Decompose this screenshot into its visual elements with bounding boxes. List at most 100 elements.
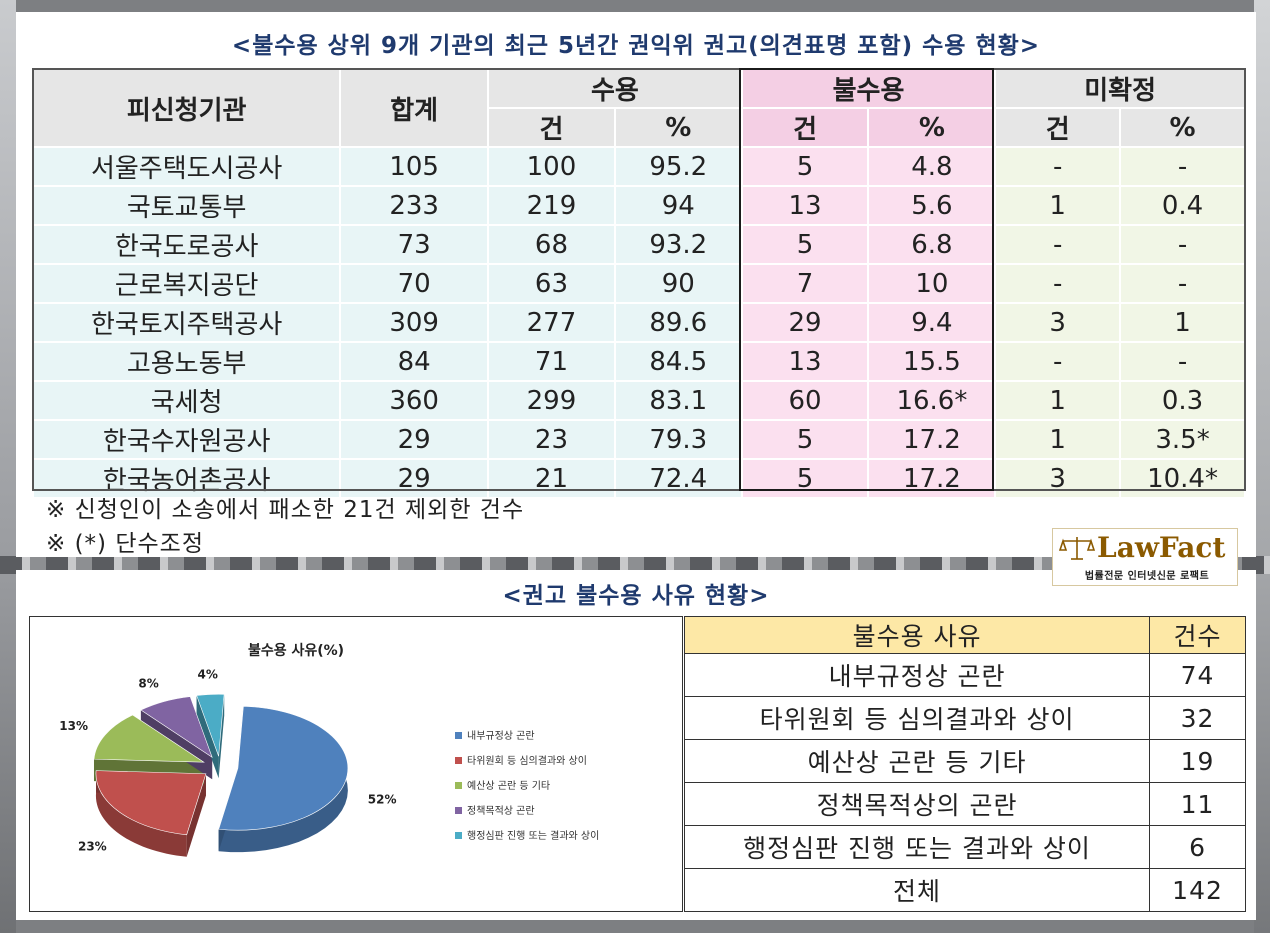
- header-undecided-pct: %: [1119, 107, 1246, 148]
- pie-data-label: 23%: [78, 840, 107, 854]
- cell-total: 309: [339, 302, 490, 343]
- cell-reject-pct: 4.8: [867, 146, 997, 187]
- cell-org: 국세청: [31, 380, 342, 421]
- cell-total: 29: [339, 419, 490, 460]
- cell-reject-pct: 15.5: [867, 341, 997, 382]
- cell-accept-count: 21: [487, 458, 616, 499]
- note-rounding: ※ (*) 단수조정: [46, 531, 204, 557]
- pie-slice-wall: [196, 695, 219, 779]
- reason-row: 행정심판 진행 또는 결과와 상이 6: [683, 825, 1246, 869]
- table-row: 한국토지주택공사 309 277 89.6 29 9.4 3 1: [31, 302, 1246, 343]
- chart-title: 불수용 사유(%): [248, 643, 344, 659]
- cell-accept-count: 63: [487, 263, 616, 304]
- cell-reject-count: 5: [740, 419, 870, 460]
- cell-undecided-count: -: [994, 224, 1122, 265]
- reason-row: 전체 142: [683, 868, 1246, 912]
- reason-cell: 타위원회 등 심의결과와 상이: [683, 696, 1151, 740]
- cell-total: 84: [339, 341, 490, 382]
- cell-accept-pct: 94: [613, 185, 743, 226]
- reason-row: 타위원회 등 심의결과와 상이 32: [683, 696, 1246, 740]
- legend-swatch: [455, 757, 462, 764]
- reason-cell: 내부규정상 곤란: [683, 653, 1151, 697]
- pie-chart-box: 불수용 사유(%) 52% 23% 13% 8% 4% 내부규정상 곤란 타위원회 등 심…: [29, 616, 683, 912]
- header-total: 합계: [339, 68, 490, 148]
- reason-table: 불수용 사유 건수 내부규정상 곤란 74 타위원회 등 심의결과와 상이 32 예산상…: [683, 616, 1246, 912]
- cell-org: 고용노동부: [31, 341, 342, 382]
- cell-undecided-pct: 0.3: [1119, 380, 1246, 421]
- cell-reject-pct: 10: [867, 263, 997, 304]
- cell-accept-pct: 72.4: [613, 458, 743, 499]
- reason-row: 정책목적상의 곤란 11: [683, 782, 1246, 826]
- cell-accept-pct: 79.3: [613, 419, 743, 460]
- cell-accept-count: 68: [487, 224, 616, 265]
- cell-accept-pct: 95.2: [613, 146, 743, 187]
- cell-undecided-pct: 0.4: [1119, 185, 1246, 226]
- cell-reject-count: 60: [740, 380, 870, 421]
- table-row: 한국농어촌공사 29 21 72.4 5 17.2 3 10.4*: [31, 458, 1246, 499]
- cell-undecided-count: 1: [994, 380, 1122, 421]
- cell-undecided-count: 3: [994, 458, 1122, 499]
- lawfact-logo: LawFact 법률전문 인터넷신문 로팩트: [1052, 528, 1238, 586]
- logo-brand: LawFact: [1097, 531, 1226, 564]
- cell-reject-count: 5: [740, 458, 870, 499]
- cell-reject-count: 5: [740, 224, 870, 265]
- header-org: 피신청기관: [31, 68, 342, 148]
- cell-undecided-pct: -: [1119, 263, 1246, 304]
- cell-org: 서울주택도시공사: [31, 146, 342, 187]
- legend-swatch: [455, 832, 462, 839]
- cell-undecided-count: 1: [994, 419, 1122, 460]
- cell-undecided-count: -: [994, 263, 1122, 304]
- cell-reject-pct: 6.8: [867, 224, 997, 265]
- background-photo-left: [0, 0, 16, 933]
- cell-org: 한국도로공사: [31, 224, 342, 265]
- pie-slice-1: [95, 770, 207, 836]
- header-accept: 수용: [487, 68, 743, 109]
- pie-slice-3: [140, 696, 213, 759]
- cell-total: 73: [339, 224, 490, 265]
- cell-reject-count: 29: [740, 302, 870, 343]
- count-cell: 32: [1149, 696, 1246, 740]
- cell-accept-count: 299: [487, 380, 616, 421]
- header-undecided: 미확정: [994, 68, 1246, 109]
- acceptance-table: 피신청기관 합계 수용 불수용 미확정 건 % 건 % 건 % 서울주택도시공사…: [31, 68, 1246, 499]
- cell-org: 한국농어촌공사: [31, 458, 342, 499]
- reason-cell: 정책목적상의 곤란: [683, 782, 1151, 826]
- legend-entry: 예산상 곤란 등 기타: [467, 780, 550, 792]
- count-cell: 142: [1149, 868, 1246, 912]
- reason-row: 내부규정상 곤란 74: [683, 653, 1246, 697]
- cell-total: 360: [339, 380, 490, 421]
- cell-reject-count: 13: [740, 185, 870, 226]
- scales-icon: [1059, 537, 1095, 560]
- cell-accept-pct: 93.2: [613, 224, 743, 265]
- reason-cell: 예산상 곤란 등 기타: [683, 739, 1151, 783]
- cell-accept-pct: 89.6: [613, 302, 743, 343]
- cell-reject-pct: 16.6*: [867, 380, 997, 421]
- legend-entry: 내부규정상 곤란: [467, 730, 535, 742]
- cell-undecided-pct: 1: [1119, 302, 1246, 343]
- header-reason: 불수용 사유: [683, 616, 1151, 654]
- cell-accept-count: 23: [487, 419, 616, 460]
- header-reject-count: 건: [740, 107, 870, 148]
- cell-reject-count: 13: [740, 341, 870, 382]
- table-row: 한국도로공사 73 68 93.2 5 6.8- -: [31, 224, 1246, 265]
- header-reject-pct: %: [867, 107, 997, 148]
- count-cell: 6: [1149, 825, 1246, 869]
- note-excluded: ※ 신청인이 소송에서 패소한 21건 제외한 건수: [46, 497, 525, 523]
- cell-total: 233: [339, 185, 490, 226]
- cell-accept-count: 71: [487, 341, 616, 382]
- cell-accept-count: 219: [487, 185, 616, 226]
- table-row: 국세청 360 299 83.1 60 16.6* 1 0.3: [31, 380, 1246, 421]
- header-accept-pct: %: [613, 107, 743, 148]
- cell-org: 국토교통부: [31, 185, 342, 226]
- legend-swatch: [455, 807, 462, 814]
- cell-total: 105: [339, 146, 490, 187]
- pie-data-label: 13%: [59, 719, 88, 733]
- table-row: 국토교통부 233 219 94 13 5.6 1 0.4: [31, 185, 1246, 226]
- count-cell: 11: [1149, 782, 1246, 826]
- cell-reject-count: 5: [740, 146, 870, 187]
- cell-total: 70: [339, 263, 490, 304]
- pie-slice-2: [93, 714, 205, 763]
- pie-slice-4: [196, 693, 225, 757]
- header-accept-count: 건: [487, 107, 616, 148]
